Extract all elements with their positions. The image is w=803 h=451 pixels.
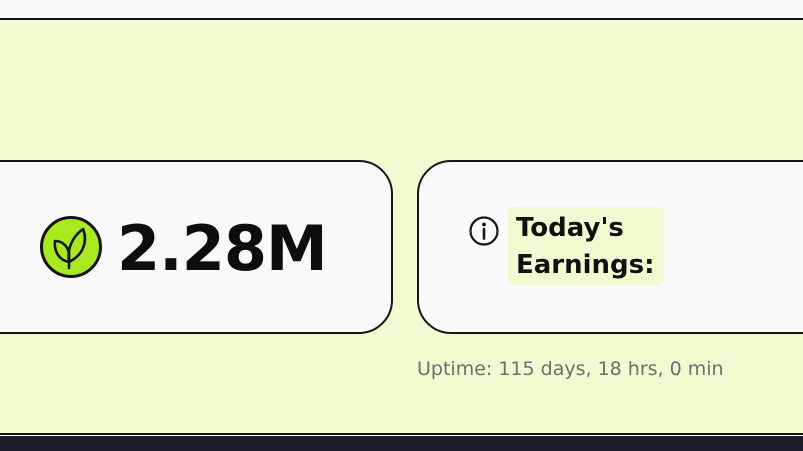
info-icon[interactable]: [468, 215, 500, 247]
earnings-label-line-2: Earnings:: [516, 250, 655, 280]
bottom-bar: [0, 436, 803, 451]
earnings-label-line-1: Today's: [516, 213, 624, 243]
earnings-label: Today's Earnings:: [508, 207, 664, 285]
uptime-text: Uptime: 115 days, 18 hrs, 0 min: [417, 358, 724, 380]
balance-value: 2.28M: [117, 212, 328, 285]
leaf-icon: [40, 216, 102, 278]
